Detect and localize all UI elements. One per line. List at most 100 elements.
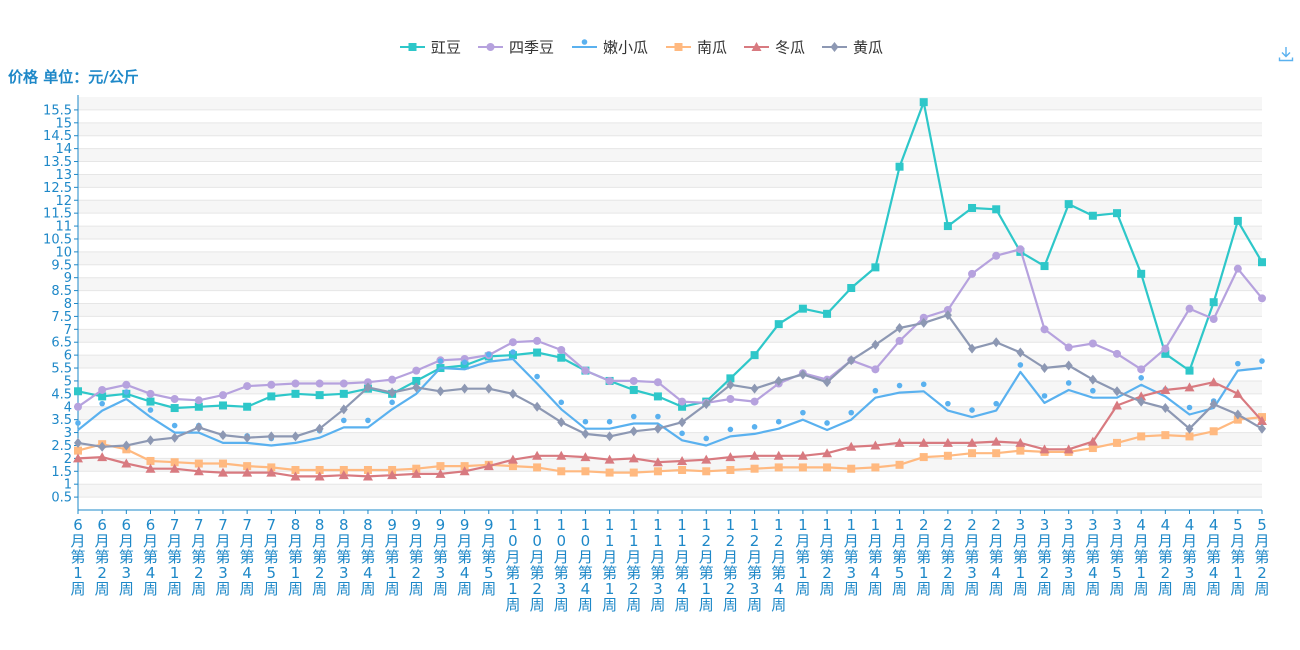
legend-item: 冬瓜: [744, 39, 805, 57]
data-point: [557, 417, 566, 428]
legend-item: 南瓜: [666, 39, 727, 57]
data-point: [483, 461, 494, 471]
legend-symbol: [674, 43, 683, 51]
data-point: [943, 222, 952, 231]
data-point: [605, 376, 614, 385]
data-point: [824, 420, 830, 426]
x-tick-label: 1 月第 3 周: [844, 516, 859, 598]
data-point: [557, 345, 566, 354]
y-tick-label: 9: [64, 271, 72, 286]
data-point: [1184, 382, 1195, 392]
data-point: [629, 468, 638, 477]
data-point: [653, 392, 662, 401]
data-point: [242, 467, 253, 477]
data-point: [1137, 365, 1146, 374]
data-point: [363, 382, 372, 393]
x-tick-label: 6 月第 3 周: [119, 516, 134, 598]
data-point: [800, 409, 806, 416]
data-point: [701, 454, 712, 464]
data-point: [580, 452, 591, 462]
y-tick-label: 2.5: [51, 439, 72, 454]
x-tick-label: 4 月第 4 周: [1206, 516, 1221, 598]
data-point: [653, 378, 662, 387]
data-point: [1161, 431, 1170, 440]
data-point: [170, 458, 179, 467]
x-tick-label: 1 月第 2 周: [820, 516, 835, 598]
data-point: [146, 456, 155, 465]
data-point: [460, 462, 469, 471]
data-point: [1232, 388, 1243, 398]
data-point: [170, 432, 179, 443]
y-tick-label: 6.5: [51, 336, 72, 351]
data-point: [629, 426, 638, 437]
x-tick-label: 1 2 月第 1 周: [699, 516, 714, 614]
data-point: [1185, 366, 1194, 375]
data-point: [629, 385, 638, 394]
x-tick-label: 8 月第 2 周: [312, 516, 327, 598]
legend-item: 黄瓜: [822, 39, 883, 57]
data-point: [508, 462, 517, 471]
data-point: [98, 441, 107, 452]
data-point: [508, 351, 517, 360]
data-point: [773, 450, 784, 460]
legend-symbol: [830, 42, 839, 52]
data-point: [1160, 384, 1171, 394]
data-point: [871, 463, 880, 472]
data-point: [1208, 377, 1219, 387]
data-point: [1087, 436, 1098, 446]
x-tick-label: 1 月第 4 周: [868, 516, 883, 598]
data-point: [218, 430, 227, 441]
data-point: [121, 458, 132, 468]
data-point: [749, 450, 760, 460]
x-tick-label: 1 2 月第 2 周: [723, 516, 738, 614]
data-point: [797, 450, 808, 460]
data-point: [677, 455, 688, 465]
chart-axes: 0.511.522.533.544.555.566.577.588.599.51…: [43, 95, 1270, 614]
data-point: [388, 387, 397, 398]
data-point: [171, 422, 178, 429]
grid-band: [78, 226, 1262, 239]
data-point: [750, 383, 759, 394]
data-point: [918, 437, 929, 447]
data-point: [726, 374, 735, 383]
x-tick-label: 1 1 月第 4 周: [675, 516, 690, 614]
data-point: [218, 391, 227, 400]
data-point: [436, 462, 445, 471]
data-point: [774, 375, 783, 386]
data-point: [991, 436, 1002, 446]
data-point: [314, 471, 325, 481]
legend-item: 嫩小瓜: [572, 39, 648, 57]
data-point: [1233, 415, 1242, 424]
data-point: [1112, 400, 1123, 410]
data-point: [628, 453, 639, 463]
data-point: [1209, 427, 1218, 436]
data-point: [123, 389, 130, 395]
data-point: [774, 320, 783, 329]
y-tick-label: 4.5: [51, 387, 72, 402]
x-tick-label: 1 0 月第 2 周: [530, 516, 545, 614]
data-point: [1209, 399, 1218, 410]
data-point: [895, 323, 904, 334]
data-point: [508, 388, 517, 399]
data-point: [1137, 269, 1146, 278]
data-point: [363, 378, 372, 387]
data-point: [847, 284, 856, 293]
data-point: [1233, 264, 1242, 273]
data-point: [969, 407, 975, 413]
data-point: [652, 457, 663, 467]
x-tick-label: 5 月第 1 周: [1230, 516, 1245, 598]
data-point: [775, 418, 782, 425]
grid-band: [78, 458, 1262, 472]
data-point: [340, 417, 347, 424]
data-point: [822, 448, 833, 458]
data-point: [919, 453, 928, 462]
data-point: [243, 382, 252, 391]
data-point: [1136, 391, 1147, 401]
x-tick-label: 3 月第 5 周: [1110, 516, 1125, 598]
data-point: [629, 376, 638, 385]
data-point: [823, 463, 832, 472]
y-tick-label: 9.5: [51, 258, 72, 273]
download-icon[interactable]: [1277, 45, 1295, 63]
data-point: [943, 310, 952, 321]
y-tick-label: 10: [55, 245, 72, 260]
